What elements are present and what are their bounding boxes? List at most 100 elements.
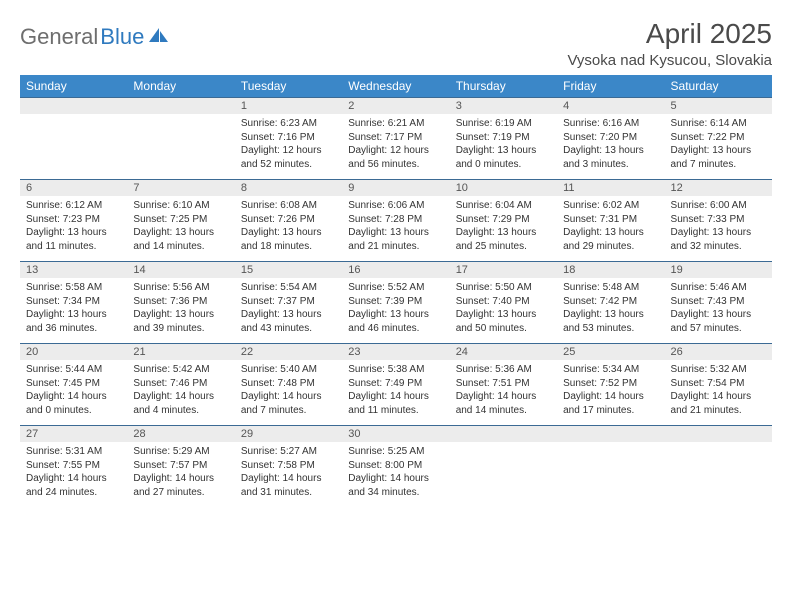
day-body: Sunrise: 5:46 AMSunset: 7:43 PMDaylight:… [665,278,772,343]
day-cell: 22Sunrise: 5:40 AMSunset: 7:48 PMDayligh… [235,344,342,426]
day-detail-line: Daylight: 14 hours [563,390,658,404]
day-detail-line: Sunset: 7:17 PM [348,131,443,145]
day-cell: 5Sunrise: 6:14 AMSunset: 7:22 PMDaylight… [665,98,772,180]
calendar-page: GeneralBlue April 2025 Vysoka nad Kysuco… [0,0,792,517]
day-detail-line: and 7 minutes. [241,404,336,418]
title-block: April 2025 Vysoka nad Kysucou, Slovakia [567,18,772,69]
day-detail-line: and 50 minutes. [456,322,551,336]
calendar-table: Sunday Monday Tuesday Wednesday Thursday… [20,75,772,507]
dow-friday: Friday [557,75,664,98]
day-detail-line: Daylight: 14 hours [348,472,443,486]
day-cell [450,426,557,508]
day-body [450,442,557,502]
day-cell: 3Sunrise: 6:19 AMSunset: 7:19 PMDaylight… [450,98,557,180]
day-detail-line: and 39 minutes. [133,322,228,336]
day-detail-line: Sunset: 7:16 PM [241,131,336,145]
day-detail-line: Daylight: 14 hours [26,390,121,404]
day-detail-line: Daylight: 14 hours [26,472,121,486]
week-row: 27Sunrise: 5:31 AMSunset: 7:55 PMDayligh… [20,426,772,508]
day-detail-line: and 56 minutes. [348,158,443,172]
day-detail-line: and 11 minutes. [26,240,121,254]
day-detail-line: and 11 minutes. [348,404,443,418]
day-detail-line: and 17 minutes. [563,404,658,418]
day-detail-line: Sunrise: 6:16 AM [563,117,658,131]
day-detail-line: Sunset: 7:40 PM [456,295,551,309]
day-cell: 27Sunrise: 5:31 AMSunset: 7:55 PMDayligh… [20,426,127,508]
day-number: 9 [342,180,449,196]
day-detail-line: Daylight: 13 hours [456,144,551,158]
day-cell: 20Sunrise: 5:44 AMSunset: 7:45 PMDayligh… [20,344,127,426]
day-cell: 19Sunrise: 5:46 AMSunset: 7:43 PMDayligh… [665,262,772,344]
day-number: 7 [127,180,234,196]
day-detail-line: and 14 minutes. [456,404,551,418]
day-detail-line: Sunset: 7:55 PM [26,459,121,473]
day-detail-line: Sunset: 7:22 PM [671,131,766,145]
day-number: 23 [342,344,449,360]
day-number: 24 [450,344,557,360]
day-body: Sunrise: 6:06 AMSunset: 7:28 PMDaylight:… [342,196,449,261]
day-detail-line: Sunset: 7:52 PM [563,377,658,391]
day-detail-line: and 3 minutes. [563,158,658,172]
day-detail-line: Sunrise: 5:25 AM [348,445,443,459]
day-detail-line: Daylight: 13 hours [671,308,766,322]
day-cell: 21Sunrise: 5:42 AMSunset: 7:46 PMDayligh… [127,344,234,426]
day-detail-line: Sunset: 7:23 PM [26,213,121,227]
day-detail-line: Sunset: 7:48 PM [241,377,336,391]
day-body: Sunrise: 5:40 AMSunset: 7:48 PMDaylight:… [235,360,342,425]
day-detail-line: Daylight: 13 hours [241,308,336,322]
day-body: Sunrise: 6:00 AMSunset: 7:33 PMDaylight:… [665,196,772,261]
day-body: Sunrise: 6:21 AMSunset: 7:17 PMDaylight:… [342,114,449,179]
day-number [557,426,664,442]
week-row: 6Sunrise: 6:12 AMSunset: 7:23 PMDaylight… [20,180,772,262]
day-number: 16 [342,262,449,278]
day-detail-line: and 24 minutes. [26,486,121,500]
day-detail-line: and 52 minutes. [241,158,336,172]
day-detail-line: Daylight: 13 hours [563,308,658,322]
day-detail-line: Daylight: 13 hours [348,226,443,240]
day-cell [127,98,234,180]
day-detail-line: and 7 minutes. [671,158,766,172]
day-cell: 10Sunrise: 6:04 AMSunset: 7:29 PMDayligh… [450,180,557,262]
day-cell: 25Sunrise: 5:34 AMSunset: 7:52 PMDayligh… [557,344,664,426]
day-body: Sunrise: 5:52 AMSunset: 7:39 PMDaylight:… [342,278,449,343]
day-detail-line: Daylight: 13 hours [563,226,658,240]
day-number [20,98,127,114]
day-cell: 18Sunrise: 5:48 AMSunset: 7:42 PMDayligh… [557,262,664,344]
day-cell: 6Sunrise: 6:12 AMSunset: 7:23 PMDaylight… [20,180,127,262]
day-cell: 24Sunrise: 5:36 AMSunset: 7:51 PMDayligh… [450,344,557,426]
day-detail-line: and 43 minutes. [241,322,336,336]
day-detail-line: Sunset: 7:25 PM [133,213,228,227]
day-body: Sunrise: 5:54 AMSunset: 7:37 PMDaylight:… [235,278,342,343]
day-body: Sunrise: 5:56 AMSunset: 7:36 PMDaylight:… [127,278,234,343]
day-number: 26 [665,344,772,360]
day-body: Sunrise: 5:27 AMSunset: 7:58 PMDaylight:… [235,442,342,507]
location: Vysoka nad Kysucou, Slovakia [567,52,772,69]
day-detail-line: Sunrise: 6:19 AM [456,117,551,131]
day-body [665,442,772,502]
day-cell: 9Sunrise: 6:06 AMSunset: 7:28 PMDaylight… [342,180,449,262]
day-detail-line: Sunrise: 5:38 AM [348,363,443,377]
day-body: Sunrise: 5:34 AMSunset: 7:52 PMDaylight:… [557,360,664,425]
day-detail-line: Sunrise: 5:29 AM [133,445,228,459]
day-detail-line: Sunrise: 5:32 AM [671,363,766,377]
day-detail-line: and 32 minutes. [671,240,766,254]
day-of-week-row: Sunday Monday Tuesday Wednesday Thursday… [20,75,772,98]
day-detail-line: Sunset: 7:34 PM [26,295,121,309]
day-detail-line: Sunset: 7:26 PM [241,213,336,227]
day-detail-line: Sunset: 8:00 PM [348,459,443,473]
day-detail-line: and 46 minutes. [348,322,443,336]
logo-text-part1: General [20,24,98,50]
dow-thursday: Thursday [450,75,557,98]
day-detail-line: Daylight: 13 hours [241,226,336,240]
day-detail-line: Sunset: 7:29 PM [456,213,551,227]
day-detail-line: Daylight: 13 hours [456,308,551,322]
day-cell: 8Sunrise: 6:08 AMSunset: 7:26 PMDaylight… [235,180,342,262]
day-body [127,114,234,174]
day-detail-line: Sunset: 7:33 PM [671,213,766,227]
day-cell: 15Sunrise: 5:54 AMSunset: 7:37 PMDayligh… [235,262,342,344]
day-detail-line: Daylight: 14 hours [133,390,228,404]
day-detail-line: Sunrise: 5:42 AM [133,363,228,377]
day-number: 1 [235,98,342,114]
day-cell: 26Sunrise: 5:32 AMSunset: 7:54 PMDayligh… [665,344,772,426]
week-row: 13Sunrise: 5:58 AMSunset: 7:34 PMDayligh… [20,262,772,344]
